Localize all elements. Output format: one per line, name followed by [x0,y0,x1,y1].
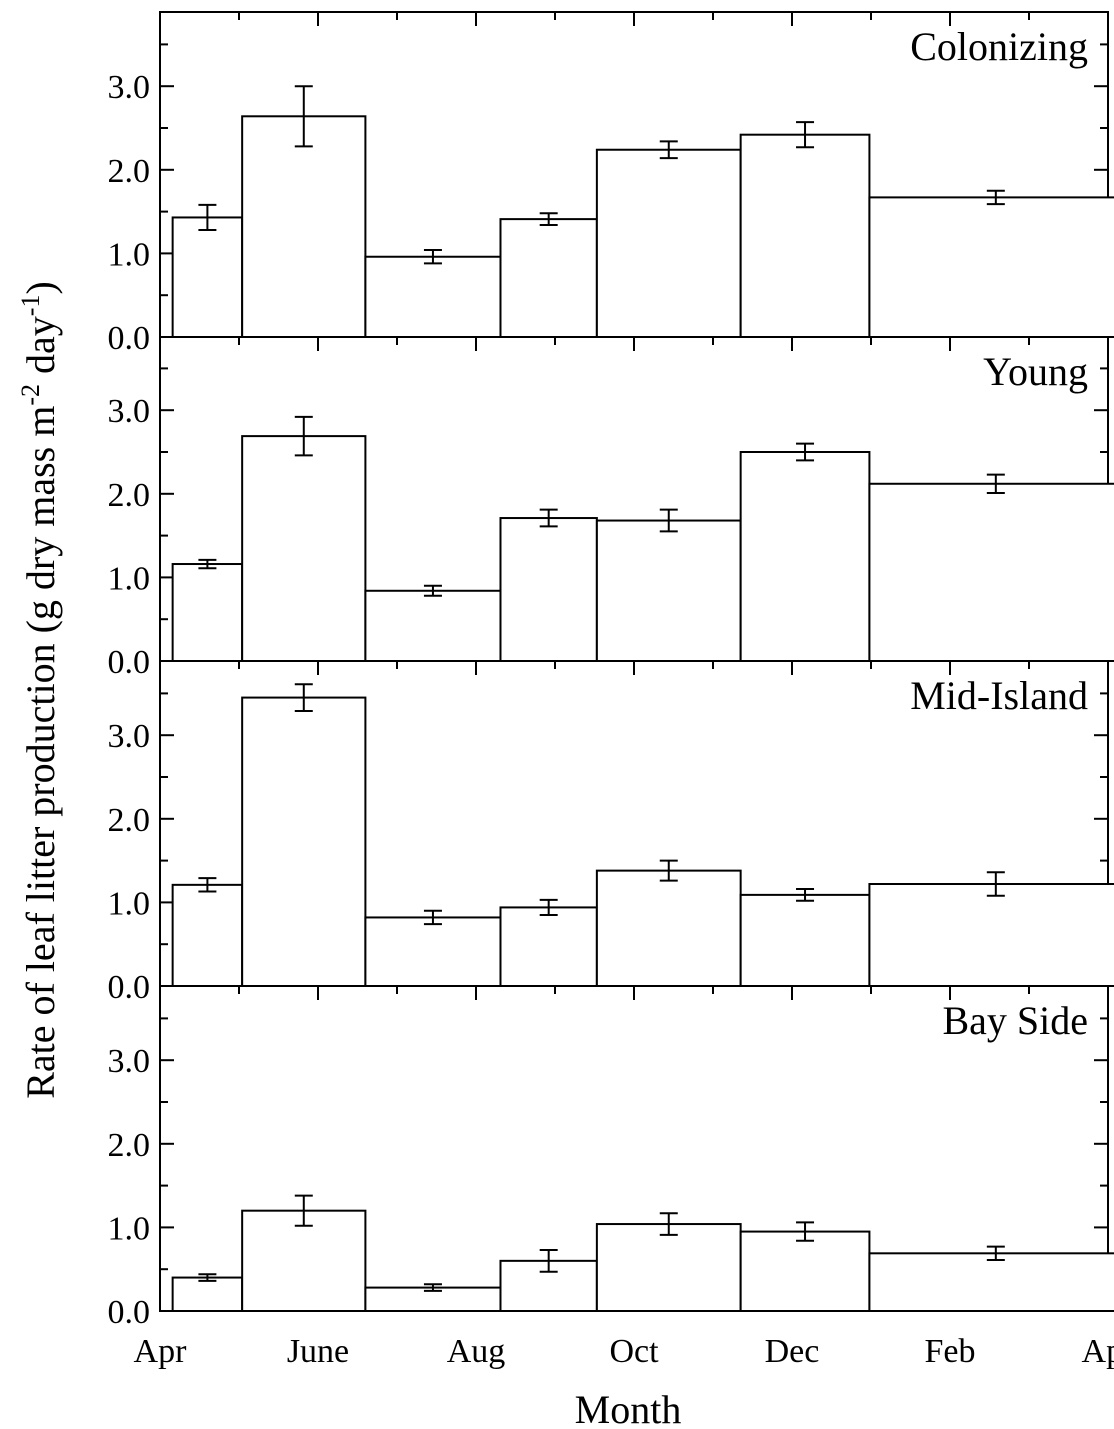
x-tick-label: Aug [447,1333,506,1370]
error-bar [294,415,313,457]
bar [739,1230,871,1312]
y-axis-title: Rate of leaf litter production (g dry ma… [16,281,63,1099]
x-tick-label: Feb [925,1333,976,1370]
y-tick-label: 3.0 [108,718,151,755]
panel-label: Mid-Island [910,673,1088,718]
error-bar [198,203,217,231]
panel-label: Young [983,349,1088,394]
error-bar [659,859,678,882]
y-axis-title-sup-2: -1 [16,295,45,317]
panel: 0.0 1.0 2.0 3.0 Mid-Island [108,660,1114,1006]
y-tick-label: 1.0 [108,1210,151,1247]
bar [241,435,367,662]
panel-label: Colonizing [910,24,1088,69]
y-axis-title-main: Rate of leaf litter production (g dry ma… [18,406,63,1099]
panel: 0.0 1.0 2.0 3.0 Colonizing [108,11,1114,357]
y-tick-label: 1.0 [108,885,151,922]
error-bar [796,1221,815,1242]
x-axis: Apr June Aug Oct Dec Feb Apr [134,1333,1114,1370]
bar [739,133,871,338]
bar [868,482,1114,662]
error-bar [796,888,815,902]
x-tick-label: Apr [134,1333,188,1370]
y-tick-label: 2.0 [108,1127,151,1164]
bar [171,216,244,338]
bar [595,519,742,662]
bar [364,916,502,987]
y-tick-label: 2.0 [108,153,151,190]
y-tick-label: 2.0 [108,477,151,514]
bar [868,196,1114,338]
x-axis-title: Month [575,1387,682,1429]
bar [171,563,244,662]
error-bar [796,121,815,149]
error-bar [198,1273,217,1282]
y-tick-label: 0.0 [108,1294,151,1331]
error-bar [423,249,442,265]
x-tick-label: June [287,1333,349,1370]
panel-label: Bay Side [942,998,1088,1043]
x-tick-label: Oct [609,1333,659,1370]
bar [171,883,244,987]
y-tick-label: 1.0 [108,560,151,597]
error-bar [659,140,678,160]
y-axis-title-end: ) [18,281,63,294]
y-tick-label: 0.0 [108,969,151,1006]
y-tick-label: 0.0 [108,644,151,681]
error-bar [539,898,558,916]
error-bar [986,189,1005,206]
error-bar [294,1194,313,1227]
error-bar [423,584,442,597]
bar [241,1209,367,1313]
bar [868,1252,1114,1313]
bar [171,1276,244,1313]
error-bar [539,508,558,528]
bar [499,218,598,338]
bar [499,906,598,988]
error-bar [423,1283,442,1292]
bar [499,517,598,662]
bar [595,148,742,338]
bar [364,589,502,662]
error-bar [986,871,1005,897]
error-bar [659,1212,678,1236]
x-tick-label: Dec [765,1333,820,1370]
panel: 0.0 1.0 2.0 3.0 Bay Side [108,985,1114,1331]
error-bar [796,442,815,462]
y-tick-label: 0.0 [108,320,151,357]
error-bar [294,683,313,712]
y-axis-title-mid: day [18,316,63,384]
panel: 0.0 1.0 2.0 3.0 Young [108,336,1114,681]
y-tick-label: 3.0 [108,1043,151,1080]
y-tick-label: 3.0 [108,69,151,106]
bar [739,451,871,662]
error-bar [539,212,558,226]
bar [868,883,1114,987]
error-bar [659,508,678,533]
error-bar [423,909,442,926]
x-tick-label: Apr [1082,1333,1114,1370]
bar [241,696,367,988]
bar [241,115,367,338]
bar [739,893,871,987]
error-bar [539,1248,558,1273]
error-bar [198,558,217,570]
y-tick-label: 2.0 [108,802,151,839]
bar [364,255,502,338]
chart-panels: 0.01.02.03.0Colonizing0.01.02.03.0Young0… [108,11,1114,1331]
y-tick-label: 1.0 [108,236,151,273]
y-axis-title-sup-1: -2 [16,384,45,406]
bar [595,869,742,988]
error-bar [294,85,313,148]
bar [595,1223,742,1313]
error-bar [986,473,1005,494]
error-bar [986,1245,1005,1262]
y-tick-label: 3.0 [108,393,151,430]
error-bar [198,877,217,893]
